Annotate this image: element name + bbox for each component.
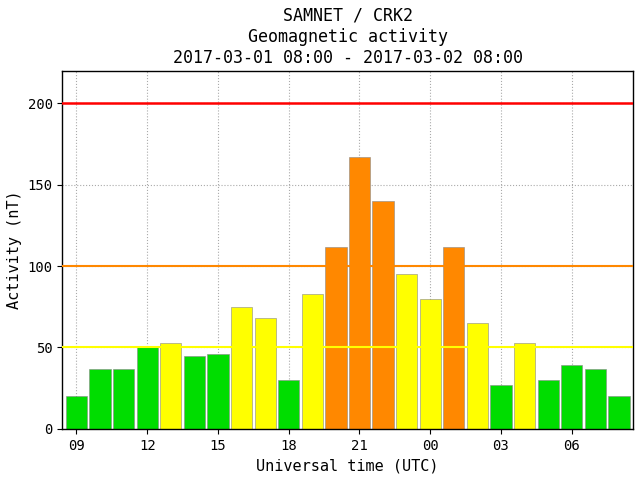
Bar (184, 356, 205, 429)
Bar (160, 343, 182, 429)
Bar (278, 380, 300, 429)
Bar (514, 343, 535, 429)
Bar (467, 323, 488, 429)
Bar (538, 380, 559, 429)
Bar (490, 385, 511, 429)
Bar (325, 247, 346, 429)
Bar (372, 201, 394, 429)
Bar (608, 396, 630, 429)
Bar (136, 348, 158, 429)
Bar (90, 369, 111, 429)
Title: SAMNET / CRK2
Geomagnetic activity
2017-03-01 08:00 - 2017-03-02 08:00: SAMNET / CRK2 Geomagnetic activity 2017-… (173, 7, 523, 67)
Bar (66, 396, 87, 429)
Bar (396, 274, 417, 429)
Bar (301, 294, 323, 429)
Bar (231, 307, 252, 429)
Bar (585, 369, 606, 429)
Bar (207, 354, 228, 429)
X-axis label: Universal time (UTC): Universal time (UTC) (257, 458, 439, 473)
Bar (255, 318, 276, 429)
Y-axis label: Activity (nT): Activity (nT) (7, 191, 22, 309)
Bar (420, 299, 441, 429)
Bar (349, 157, 370, 429)
Bar (561, 365, 582, 429)
Bar (444, 247, 465, 429)
Bar (113, 369, 134, 429)
